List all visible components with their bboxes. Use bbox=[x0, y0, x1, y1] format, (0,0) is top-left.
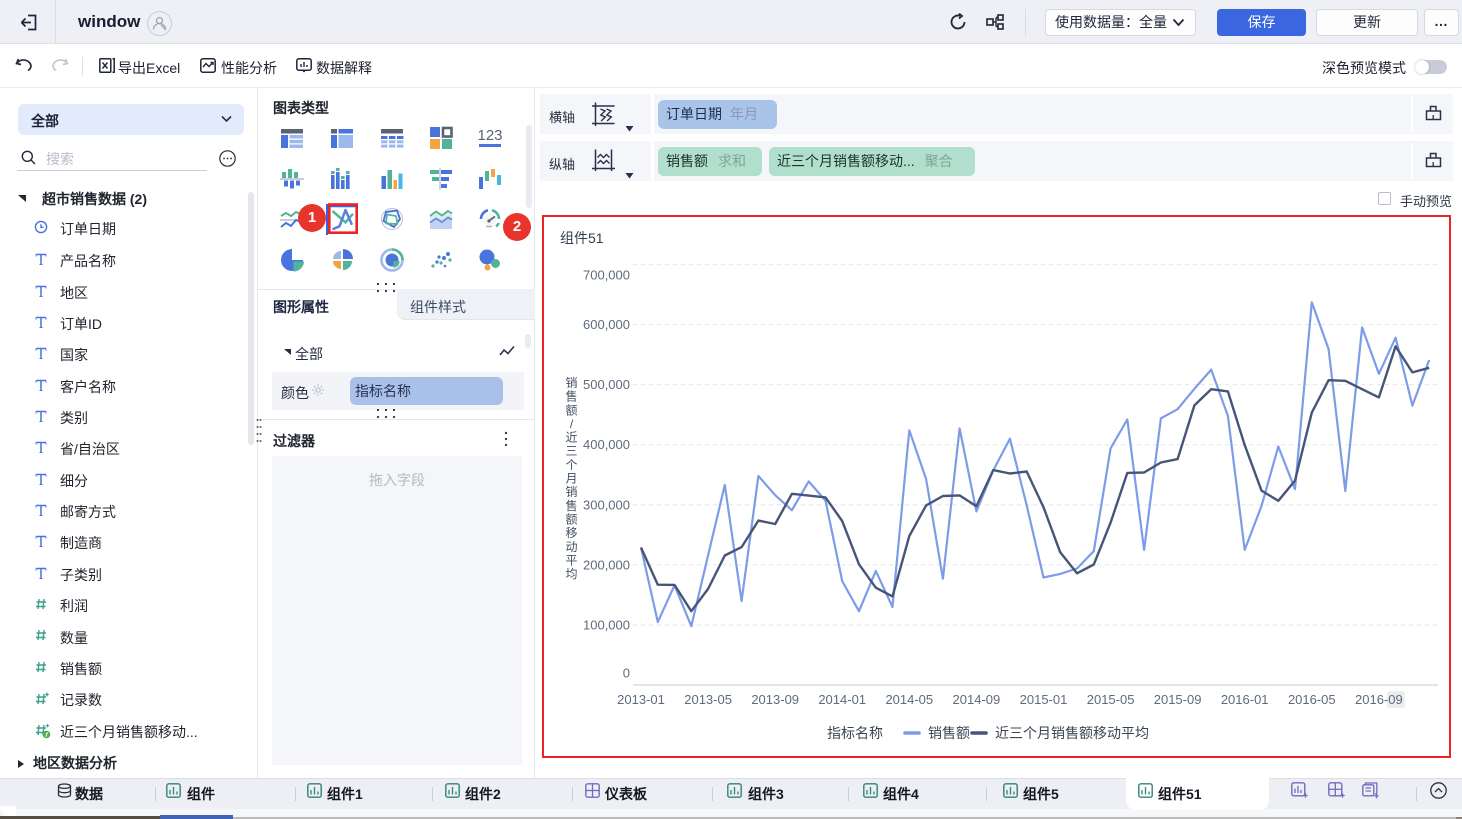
svg-text:动: 动 bbox=[565, 540, 577, 554]
svg-text:销售额: 销售额 bbox=[928, 725, 970, 741]
svg-text:600,000: 600,000 bbox=[583, 317, 630, 332]
svg-text:200,000: 200,000 bbox=[583, 557, 630, 572]
svg-text:2016-05: 2016-05 bbox=[1288, 692, 1336, 707]
svg-text:近三个月销售额移动平均: 近三个月销售额移动平均 bbox=[995, 725, 1149, 741]
svg-text:月: 月 bbox=[565, 472, 577, 486]
svg-text:2015-09: 2015-09 bbox=[1154, 692, 1202, 707]
svg-text:个: 个 bbox=[565, 458, 577, 472]
svg-text:移: 移 bbox=[565, 526, 577, 540]
svg-text:2014-01: 2014-01 bbox=[818, 692, 866, 707]
svg-text:销: 销 bbox=[565, 485, 577, 499]
svg-text:100,000: 100,000 bbox=[583, 618, 630, 633]
svg-text:2016-09: 2016-09 bbox=[1355, 692, 1403, 707]
svg-text:三: 三 bbox=[565, 444, 577, 458]
svg-text:售: 售 bbox=[565, 389, 577, 404]
svg-text:123: 123 bbox=[478, 127, 502, 144]
svg-text:指标名称: 指标名称 bbox=[827, 725, 883, 741]
svg-text:f: f bbox=[45, 732, 48, 739]
svg-text:500,000: 500,000 bbox=[583, 377, 630, 392]
svg-text:均: 均 bbox=[565, 567, 577, 581]
svg-text:组件51: 组件51 bbox=[560, 230, 604, 246]
svg-text:额: 额 bbox=[565, 403, 577, 417]
svg-text:近: 近 bbox=[565, 431, 577, 445]
svg-text:/: / bbox=[570, 417, 574, 431]
svg-text:2016-01: 2016-01 bbox=[1221, 692, 1269, 707]
svg-text:销: 销 bbox=[565, 376, 577, 390]
svg-text:2013-09: 2013-09 bbox=[751, 692, 799, 707]
svg-text:2014-05: 2014-05 bbox=[885, 692, 933, 707]
svg-text:2014-09: 2014-09 bbox=[953, 692, 1001, 707]
svg-text:0: 0 bbox=[623, 665, 630, 680]
svg-text:售: 售 bbox=[565, 498, 577, 513]
svg-text:2015-01: 2015-01 bbox=[1020, 692, 1068, 707]
svg-text:2013-01: 2013-01 bbox=[617, 692, 665, 707]
svg-text:300,000: 300,000 bbox=[583, 497, 630, 512]
svg-text:2013-05: 2013-05 bbox=[684, 692, 732, 707]
svg-text:平: 平 bbox=[565, 554, 577, 568]
svg-text:400,000: 400,000 bbox=[583, 437, 630, 452]
svg-text:2015-05: 2015-05 bbox=[1087, 692, 1135, 707]
svg-text:额: 额 bbox=[565, 513, 577, 527]
svg-text:700,000: 700,000 bbox=[583, 268, 630, 283]
